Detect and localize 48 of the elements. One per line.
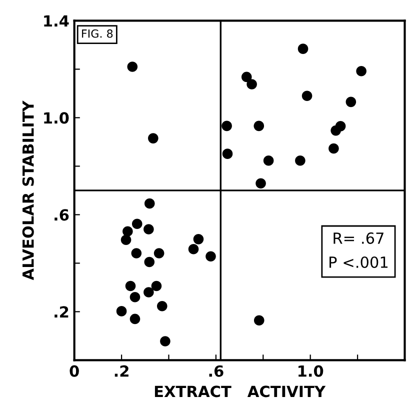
point xyxy=(330,125,341,136)
point xyxy=(144,256,155,268)
y-tick-label: .2 xyxy=(54,306,68,318)
point xyxy=(130,314,140,324)
point xyxy=(122,226,133,237)
point xyxy=(125,280,136,292)
point xyxy=(356,66,366,76)
y-tick-label: 1.0 xyxy=(44,112,69,124)
point xyxy=(254,120,264,132)
point xyxy=(295,155,306,166)
x-tick-label: 0 xyxy=(70,365,79,377)
point xyxy=(254,315,264,326)
point xyxy=(246,79,257,90)
annotation: R= .67 P <.001 xyxy=(330,232,388,268)
y-tick-label: 1.4 xyxy=(44,15,69,27)
point xyxy=(302,90,312,102)
point xyxy=(151,280,162,292)
y-tick-label: .6 xyxy=(54,209,69,221)
y-axis-title: ALVEOLAR STABILITY xyxy=(22,100,34,280)
point xyxy=(130,292,140,302)
x-tick-label: .6 xyxy=(209,365,224,377)
point xyxy=(241,72,252,82)
point xyxy=(144,287,154,298)
x-tick-label: 1.0 xyxy=(298,365,324,377)
point xyxy=(144,198,155,209)
point xyxy=(156,300,168,312)
point xyxy=(206,251,216,262)
point xyxy=(127,62,138,72)
point xyxy=(298,44,308,54)
point xyxy=(160,336,170,346)
point xyxy=(256,178,266,189)
point xyxy=(131,248,142,258)
point xyxy=(222,120,232,132)
point xyxy=(154,248,164,258)
point xyxy=(116,306,127,316)
point xyxy=(222,148,233,159)
point xyxy=(188,244,199,254)
point xyxy=(328,143,339,154)
point xyxy=(144,224,154,234)
point xyxy=(193,234,204,244)
point xyxy=(148,133,158,144)
annotation: FIG. 8 xyxy=(82,29,113,38)
point xyxy=(132,218,142,230)
x-axis-title: EXTRACT ACTIVITY xyxy=(154,386,326,398)
point xyxy=(263,155,274,166)
point xyxy=(346,96,356,108)
point xyxy=(120,234,132,246)
x-tick-label: .2 xyxy=(114,365,128,377)
